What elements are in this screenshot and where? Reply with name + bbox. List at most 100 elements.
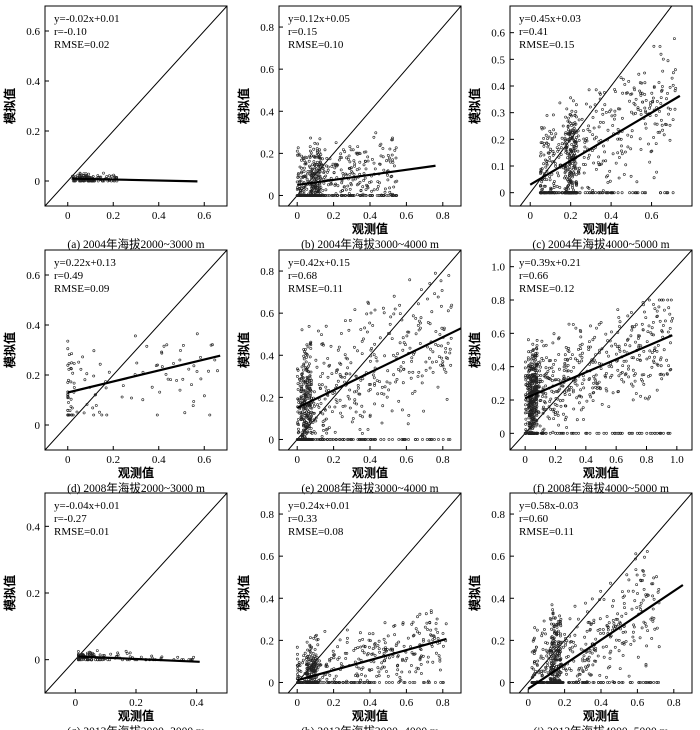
scatter-point [551,160,554,164]
scatter-point [376,392,380,396]
scatter-point [169,378,173,382]
scatter-point [299,401,303,405]
scatter-point [342,438,346,441]
scatter-point [438,333,442,336]
scatter-point [332,171,336,175]
scatter-point [338,638,342,642]
scatter-point [369,180,373,184]
scatter-point [301,382,305,386]
scatter-point [296,382,300,386]
scatter-point [446,438,450,441]
scatter-point [366,159,370,163]
scatter-point [566,156,569,160]
scatter-point [310,410,314,414]
scatter-point [549,359,552,362]
scatter-point [404,343,407,347]
scatter-point [79,367,83,371]
identity-line [45,493,227,693]
scatter-point [84,174,88,178]
scatter-point [633,103,637,107]
scatter-point [546,375,550,379]
scatter-point [368,321,372,325]
scatter-point [621,654,625,657]
scatter-point [551,341,555,345]
scatter-point [373,342,377,346]
scatter-point [650,351,654,355]
scatter-point [308,145,312,149]
scatter-point [642,620,646,624]
y-tick-label: 0 [269,434,275,446]
stat-annotation: y=0.24x+0.01 [288,500,350,512]
scatter-point [70,352,74,356]
x-tick-label: 0.2 [327,697,341,709]
scatter-point [527,338,530,342]
scatter-point [401,336,405,340]
plot-area [287,250,461,450]
scatter-point [613,117,616,121]
scatter-point [591,188,595,192]
scatter-point [308,156,312,159]
scatter-point [303,424,307,428]
scatter-point [540,634,544,638]
scatter-point [318,386,322,390]
scatter-point [368,359,372,363]
scatter-point [564,667,567,671]
scatter-point [652,597,656,601]
scatter-point [564,131,568,135]
scatter-point [600,347,604,351]
scatter-point [70,413,74,417]
scatter-point [107,370,111,374]
x-tick-label: 0 [294,210,300,222]
scatter-point [429,347,432,351]
scatter-point [394,644,398,648]
regression-line [297,164,436,187]
scatter-point [369,354,373,358]
scatter-point [608,339,612,343]
scatter-point [385,380,389,384]
scatter-point [378,162,382,166]
scatter-point [641,328,645,332]
scatter-point [665,123,668,127]
scatter-point [577,394,581,398]
scatter-point [534,362,538,366]
scatter-point [624,359,628,363]
scatter-point [601,681,605,684]
scatter-point [535,347,539,351]
scatter-point [314,169,318,173]
scatter-point [412,653,416,656]
x-tick-label: 0.2 [564,210,578,222]
scatter-point [337,681,341,684]
scatter-point [312,430,316,433]
scatter-point [608,110,611,114]
scatter-point [358,413,362,417]
scatter-point [607,354,610,358]
scatter-point [597,322,601,326]
scatter-point [530,681,534,684]
scatter-point [378,336,382,340]
scatter-point [566,124,570,128]
scatter-point [569,180,572,184]
scatter-point [550,379,554,383]
scatter-point [373,645,377,649]
scatter-point [378,650,382,654]
scatter-point [372,135,376,139]
scatter-point [297,153,301,157]
scatter-point [382,311,386,315]
scatter-point [540,672,544,675]
panel-i: 0 0.2 0.4 0.6 0.800.20.40.60.8y=0.58x-0.03r=… [467,492,693,730]
stat-annotation: RMSE=0.15 [519,39,575,51]
scatter-point [446,309,450,313]
scatter-point [641,100,645,104]
panel-caption: (f) 2008年海拔4000~5000 m [533,481,669,495]
scatter-point [542,144,546,148]
scatter-point [551,191,555,195]
scatter-point [306,390,310,394]
scatter-point [326,393,330,397]
scatter-point [321,420,325,424]
scatter-point [639,94,643,97]
scatter-point [420,374,424,378]
scatter-point [643,555,646,559]
scatter-point [326,427,330,431]
x-tick-label: 0.4 [363,697,377,709]
scatter-point [360,404,364,408]
